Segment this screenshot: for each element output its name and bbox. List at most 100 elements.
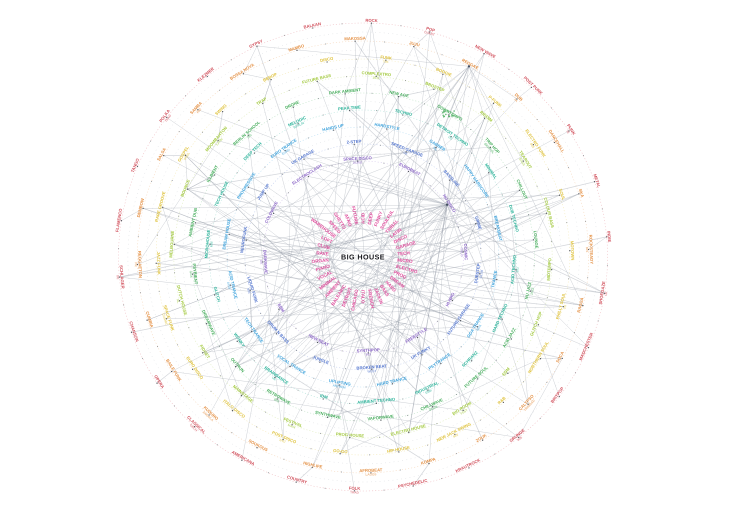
tick-dot [510, 294, 512, 296]
tick-dot [480, 248, 482, 250]
node-label-text: R&B [497, 396, 507, 406]
node-label: INDIE [606, 231, 612, 243]
tick-dot [341, 23, 343, 25]
node-label: FUTURE BASS [301, 73, 331, 85]
node-dot [407, 170, 410, 173]
tick-dot [324, 487, 326, 489]
node-label-text: PROGRESSIVE [236, 171, 257, 200]
node-sublabel-text: WEST [367, 369, 376, 374]
node-dot [515, 269, 517, 271]
cluster-dot [451, 115, 453, 117]
node-label: NORTHERN SOUL [527, 340, 550, 374]
spoke-label: ORGAN [311, 257, 329, 264]
tick-dot [297, 68, 299, 70]
node-dot [582, 304, 584, 307]
tick-dot [460, 346, 462, 348]
edge-line [143, 208, 478, 328]
tick-dot [171, 180, 173, 181]
node-label: ILLBIENT [205, 164, 219, 183]
node-label: DRONE [284, 99, 300, 110]
node-label-text: MINIMAL [484, 162, 499, 180]
node-dot [197, 109, 199, 111]
tick-dot [456, 162, 458, 164]
tick-dot [355, 58, 357, 60]
node-label: DARK AMBIENT [329, 87, 362, 95]
node-dot [370, 22, 373, 24]
tick-dot [344, 368, 346, 370]
node-label: NEW WAVE [474, 43, 497, 59]
tick-dot [201, 131, 203, 133]
tick-dot [459, 101, 461, 103]
node-sublabel-text: US [562, 305, 567, 310]
node-dot [270, 78, 272, 81]
tick-dot [423, 103, 425, 105]
node-sublabel-text: EURO [353, 160, 363, 164]
node-label-text: SALSA [156, 147, 167, 162]
node-label-text: GO-GO [333, 448, 349, 455]
node-label: SOUKOUS [248, 438, 269, 452]
tick-dot [256, 426, 258, 428]
tick-dot [158, 290, 160, 292]
node-label-text: FUTURE BASS [301, 73, 331, 85]
node-label: DREAM HOUSE [221, 218, 231, 250]
edge-line [295, 467, 313, 483]
node-label: MELBOURNE [168, 230, 175, 257]
tick-dot [267, 472, 269, 474]
edge-line [349, 118, 485, 438]
edge-line [317, 342, 423, 356]
tick-dot [231, 432, 233, 434]
node-sublabel-text: GOA [189, 271, 194, 279]
node-label: DOWNTEMPO [437, 103, 465, 122]
edge-line [392, 354, 423, 385]
node-dot [256, 447, 258, 449]
node-label-text: NORTHERN SOUL [527, 340, 550, 374]
node-dot [332, 129, 335, 131]
node-label-text: NEW AGE [389, 89, 410, 98]
node-sublabel-text: UK [403, 151, 409, 157]
node-dot [553, 141, 556, 144]
edge-line [339, 204, 448, 454]
tick-dot [265, 411, 267, 413]
spoke-label: ACID [361, 212, 366, 224]
spoke-label: JACKIN [373, 287, 384, 305]
tick-dot [287, 192, 289, 194]
edge-line [241, 53, 485, 396]
node-dot [251, 330, 253, 333]
node-label-text: PROG HOUSE [336, 431, 365, 438]
spoke-label: ELECTRO [396, 264, 419, 275]
node-label: HANDS UP [322, 123, 345, 133]
node-sublabel-text: 2010S [428, 405, 438, 412]
node-label: NEUROFUNK [239, 226, 248, 253]
node-sublabel-text: 303 [515, 267, 519, 273]
edge-line [208, 46, 414, 416]
spoke-label: FRENCH [367, 289, 376, 309]
tick-dot [384, 41, 386, 43]
node-label-text: GLITCH [213, 286, 222, 302]
node-dot [163, 154, 165, 157]
node-label: HIP HOUSE [387, 445, 411, 454]
spoke-label: CLUB [317, 242, 331, 250]
node-dot [375, 402, 378, 405]
node-dot [228, 233, 230, 236]
edge-line [197, 109, 448, 205]
tick-dot [436, 423, 438, 425]
edge-line [392, 326, 478, 330]
edge-line [518, 358, 563, 438]
edge-line [235, 239, 534, 367]
edge-line [344, 93, 350, 111]
ring-arc-orange [137, 40, 589, 474]
node-dot [348, 109, 351, 112]
edge-line [119, 204, 448, 278]
tick-dot [442, 339, 444, 341]
edge-line [163, 155, 478, 327]
tick-dot [523, 381, 525, 383]
node-label-text: GRIME [474, 216, 483, 231]
spoke-label-text: PIANO [315, 263, 331, 272]
node-dot [476, 326, 479, 328]
tick-dot [295, 327, 297, 329]
node-dot [448, 179, 451, 181]
